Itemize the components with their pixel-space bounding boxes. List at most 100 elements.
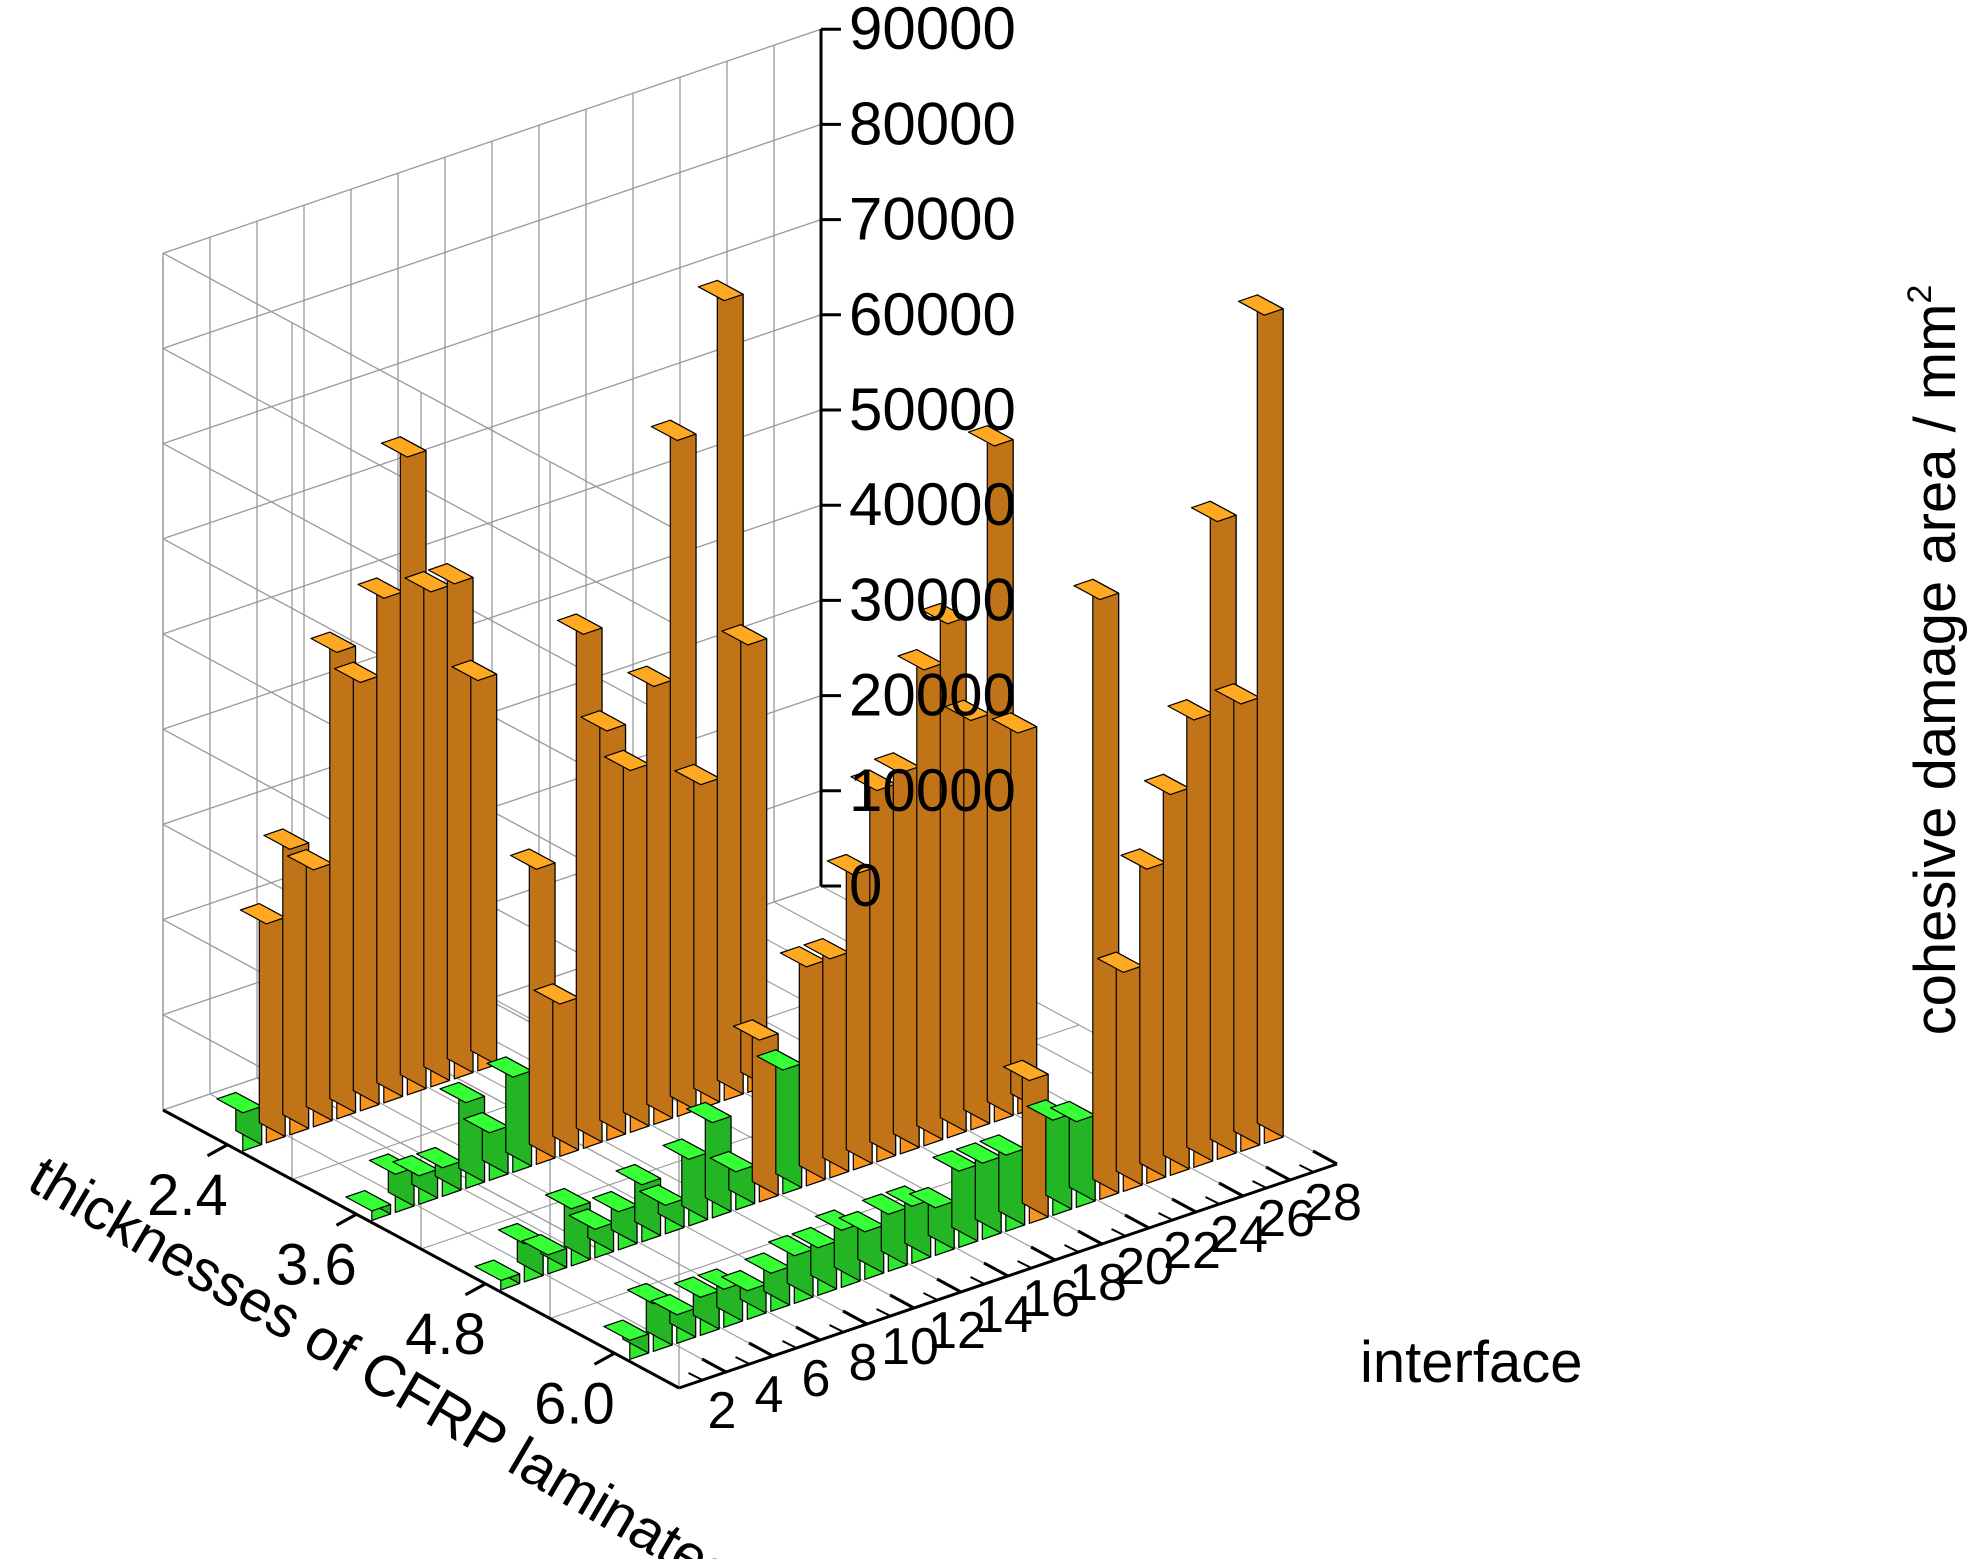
bar: [791, 1226, 838, 1297]
z-tick-label: 20000: [849, 662, 1016, 729]
bar: [392, 1154, 439, 1206]
bar: [979, 1134, 1026, 1233]
bar-side-face: [352, 661, 380, 1106]
bar: [803, 937, 850, 1179]
bar-top-face: [392, 1154, 439, 1177]
bar-top-face: [239, 902, 286, 925]
labels-layer: 0 10000 20000 30000 40000 50000 60000 70000 8000…: [147, 0, 1362, 1440]
bar-top-face: [861, 1193, 908, 1215]
bar-side-face: [1233, 683, 1261, 1146]
bar-top-face: [1120, 848, 1167, 870]
bar: [357, 577, 404, 1104]
bar-top-face: [803, 937, 850, 960]
bar-side-face: [446, 562, 474, 1074]
bar: [462, 1111, 509, 1182]
bar: [404, 570, 451, 1088]
bar-top-face: [709, 1150, 756, 1173]
bar: [720, 1269, 767, 1321]
bar: [1237, 294, 1284, 1145]
bar: [955, 1142, 1002, 1241]
bar: [744, 1252, 791, 1313]
bar-top-face: [286, 848, 333, 871]
interface-axis-tick: [1312, 1149, 1338, 1166]
interface-axis-tick: [1017, 1260, 1032, 1269]
interface-axis-tick: [748, 1341, 774, 1358]
bar-top-face: [908, 1186, 955, 1209]
bar-top-face: [544, 1187, 591, 1210]
bar: [709, 1150, 756, 1211]
interface-axis-tick: [923, 1292, 938, 1301]
bar: [1143, 773, 1190, 1177]
interface-axis-tick: [829, 1324, 844, 1333]
bar-side-face: [1186, 699, 1214, 1162]
bar: [1073, 578, 1120, 1201]
bar: [486, 1056, 533, 1174]
bar-top-face: [1214, 683, 1261, 705]
thickness-axis-tick: [593, 1351, 616, 1366]
bar-top-face: [638, 1184, 685, 1206]
z-tick-label: 0: [849, 852, 882, 919]
interface-axis-tick: [1265, 1165, 1291, 1182]
bar-side-face: [1209, 500, 1237, 1154]
bar-side-face: [1139, 848, 1167, 1178]
interface-tick-label: 12: [928, 1302, 986, 1360]
bar-top-face: [216, 1091, 263, 1114]
bar-top-face: [920, 602, 967, 625]
thickness-axis-tick: [464, 1282, 487, 1297]
axis-layer: [162, 27, 1338, 1390]
bar: [838, 1210, 885, 1281]
bar-top-face: [955, 1142, 1002, 1164]
bar-side-face: [740, 624, 768, 1087]
bar-top-face: [674, 763, 721, 786]
bar: [310, 631, 357, 1120]
bar-side-face: [622, 749, 650, 1127]
bar-top-face: [685, 1101, 732, 1124]
interface-tick-label: 2: [708, 1382, 737, 1440]
bar-side-face: [329, 631, 357, 1114]
interface-axis-tick: [1299, 1164, 1314, 1173]
bar-side-face: [528, 848, 556, 1159]
bar-side-face: [822, 937, 850, 1173]
bar: [1214, 683, 1261, 1153]
interface-axis-tick: [1158, 1212, 1173, 1221]
interface-axis-tick: [688, 1372, 703, 1381]
bar-top-face: [1237, 294, 1284, 316]
bar-top-face: [415, 1146, 462, 1169]
interface-axis-tick: [936, 1277, 962, 1294]
bar-top-face: [603, 749, 650, 772]
bar-top-face: [697, 279, 744, 302]
bar-top-face: [1049, 1100, 1096, 1123]
bar: [451, 659, 498, 1072]
bar-top-face: [721, 624, 768, 646]
interface-axis-tick: [842, 1309, 868, 1326]
bar: [826, 853, 873, 1171]
bar: [521, 1233, 568, 1275]
bar: [767, 1234, 814, 1305]
interface-axis-tick: [1218, 1181, 1244, 1198]
bar: [1096, 951, 1143, 1193]
interface-axis-tick: [735, 1356, 750, 1365]
bar-side-face: [716, 279, 744, 1095]
bar-top-face: [673, 1276, 720, 1298]
interface-axis-tick: [782, 1340, 797, 1349]
bar: [509, 848, 556, 1166]
bar: [967, 425, 1014, 1123]
bar-top-face: [650, 419, 697, 442]
bar-top-face: [1143, 773, 1190, 796]
bar-side-face: [775, 1049, 803, 1189]
bar-top-face: [791, 1226, 838, 1249]
bar: [333, 661, 380, 1112]
bar-top-face: [310, 631, 357, 654]
interface-tick-label: 24: [1210, 1206, 1268, 1264]
bar-top-face: [345, 1189, 392, 1212]
bar-top-face: [627, 665, 674, 688]
bar: [1026, 1099, 1073, 1217]
bar-top-face: [1002, 1059, 1049, 1082]
interface-axis-tick: [795, 1325, 821, 1342]
bar: [638, 1184, 685, 1235]
bar-side-face: [258, 902, 286, 1138]
bar: [427, 562, 474, 1080]
bar: [345, 1189, 392, 1222]
bar-side-face: [1115, 951, 1143, 1186]
